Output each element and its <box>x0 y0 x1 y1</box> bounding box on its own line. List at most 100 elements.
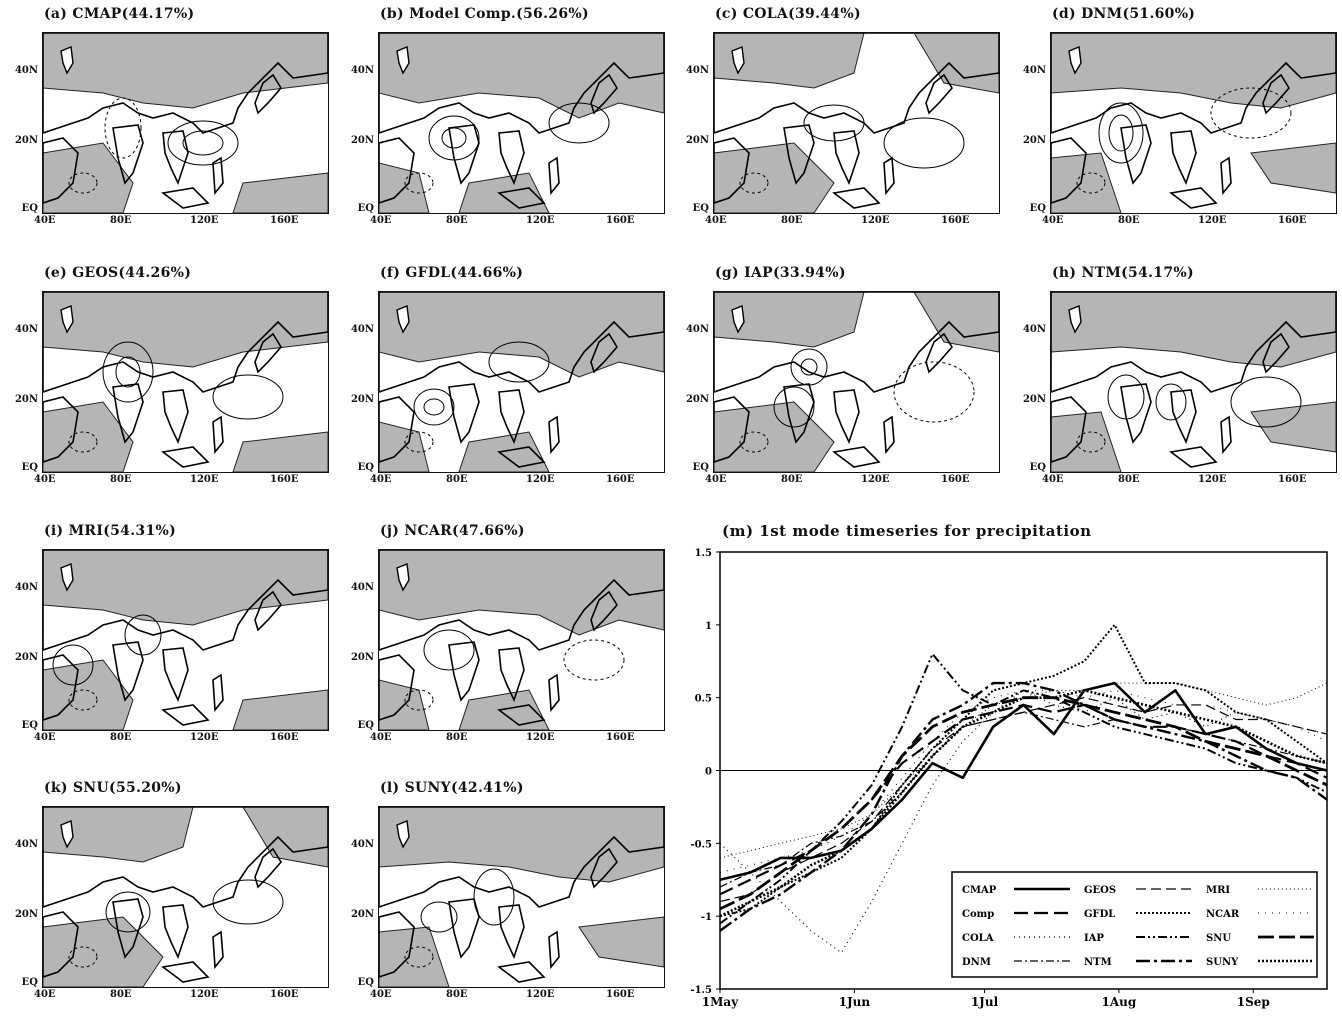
contour-line <box>105 891 151 933</box>
legend-label: SNU <box>1206 933 1231 944</box>
shaded-region <box>43 916 164 987</box>
y-tick-label: 1.5 <box>695 548 712 559</box>
coastline <box>379 292 664 393</box>
coastline <box>43 550 328 651</box>
legend-box <box>951 871 1318 978</box>
coastline <box>43 654 79 721</box>
coastline <box>1051 137 1087 204</box>
legend-label: DNM <box>962 957 991 968</box>
map-graphic <box>1051 33 1336 213</box>
y-tick-label: 1 <box>705 621 712 632</box>
map-plot <box>713 291 1000 473</box>
longitude-label: 120E <box>1198 474 1227 485</box>
latitude-label: 20N <box>14 394 38 405</box>
shaded-region <box>913 33 999 94</box>
shaded-region <box>1250 142 1336 194</box>
contour-line <box>739 431 769 453</box>
longitude-label: 160E <box>941 215 970 226</box>
y-tick-label: -1.5 <box>690 985 712 996</box>
shaded-region <box>242 807 328 868</box>
coastline <box>1170 130 1197 186</box>
latitude-label: EQ <box>692 462 709 473</box>
coastline <box>714 292 999 393</box>
contour-line <box>441 127 467 149</box>
panel-title: (e) GEOS(44.26%) <box>44 265 192 281</box>
longitude-label: 80E <box>446 732 468 743</box>
shaded-region <box>232 431 328 472</box>
longitude-label: 120E <box>861 215 890 226</box>
contour-line <box>124 614 162 656</box>
panel-title: (j) NCAR(47.66%) <box>380 523 525 539</box>
panel-title: (i) MRI(54.31%) <box>44 523 177 539</box>
coastline <box>497 187 546 209</box>
coastline <box>112 641 144 702</box>
contour-line <box>404 172 434 194</box>
coastline <box>1120 124 1152 185</box>
shaded-region <box>1250 401 1336 453</box>
coastline <box>1051 33 1336 134</box>
latitude-label: 40N <box>350 65 374 76</box>
contour-line <box>167 120 239 166</box>
coastline <box>161 446 210 468</box>
latitude-label: EQ <box>357 203 374 214</box>
legend-label: MRI <box>1206 885 1230 896</box>
latitude-label: EQ <box>357 462 374 473</box>
coastline <box>43 911 79 978</box>
map-plot <box>42 549 329 731</box>
contour-line <box>773 386 815 428</box>
shaded-region <box>714 401 835 472</box>
y-tick-label: -0.5 <box>690 839 712 850</box>
shaded-region <box>43 33 328 109</box>
panel-title: (g) IAP(33.94%) <box>715 265 846 281</box>
coastline <box>498 389 525 445</box>
coastline <box>254 332 282 374</box>
coastline <box>498 647 525 703</box>
legend-label: Comp <box>962 909 994 920</box>
coastline <box>254 73 282 115</box>
latitude-label: 20N <box>14 135 38 146</box>
shaded-region <box>458 431 550 472</box>
longitude-label: 80E <box>1118 215 1140 226</box>
longitude-label: 40E <box>370 215 392 226</box>
latitude-label: EQ <box>357 977 374 988</box>
caspian-sea <box>731 46 745 75</box>
latitude-label: 40N <box>350 839 374 850</box>
map-graphic <box>379 550 664 730</box>
legend-label: CMAP <box>962 885 997 896</box>
map-graphic <box>43 33 328 213</box>
coastline <box>212 415 224 455</box>
longitude-label: 80E <box>110 989 132 1000</box>
latitude-label: 40N <box>685 65 709 76</box>
contour-line <box>1076 431 1106 453</box>
shaded-region <box>458 172 550 213</box>
longitude-label: 40E <box>34 215 56 226</box>
coastline <box>254 590 282 632</box>
coastline <box>1262 73 1290 115</box>
shaded-region <box>43 401 134 472</box>
coastline <box>497 704 546 726</box>
latitude-label: EQ <box>21 203 38 214</box>
longitude-label: 120E <box>526 989 555 1000</box>
longitude-label: 120E <box>1198 215 1227 226</box>
contour-line <box>404 431 434 453</box>
longitude-label: 40E <box>1042 215 1064 226</box>
coastline <box>548 156 560 196</box>
map-plot <box>378 549 665 731</box>
coastline <box>43 292 328 393</box>
series-line-snu <box>719 696 1328 911</box>
coastline <box>714 396 750 463</box>
legend-label: IAP <box>1084 933 1104 944</box>
coastline <box>1170 389 1197 445</box>
legend-label: GEOS <box>1084 885 1116 896</box>
legend-label: GFDL <box>1084 909 1115 920</box>
contour-line <box>115 356 141 388</box>
latitude-label: 20N <box>350 652 374 663</box>
longitude-label: 160E <box>606 989 635 1000</box>
latitude-label: 40N <box>14 324 38 335</box>
coastline <box>783 383 815 444</box>
contour-line <box>404 689 434 711</box>
coastline <box>212 673 224 713</box>
latitude-label: 40N <box>350 324 374 335</box>
longitude-label: 80E <box>446 215 468 226</box>
coastline <box>590 73 618 115</box>
